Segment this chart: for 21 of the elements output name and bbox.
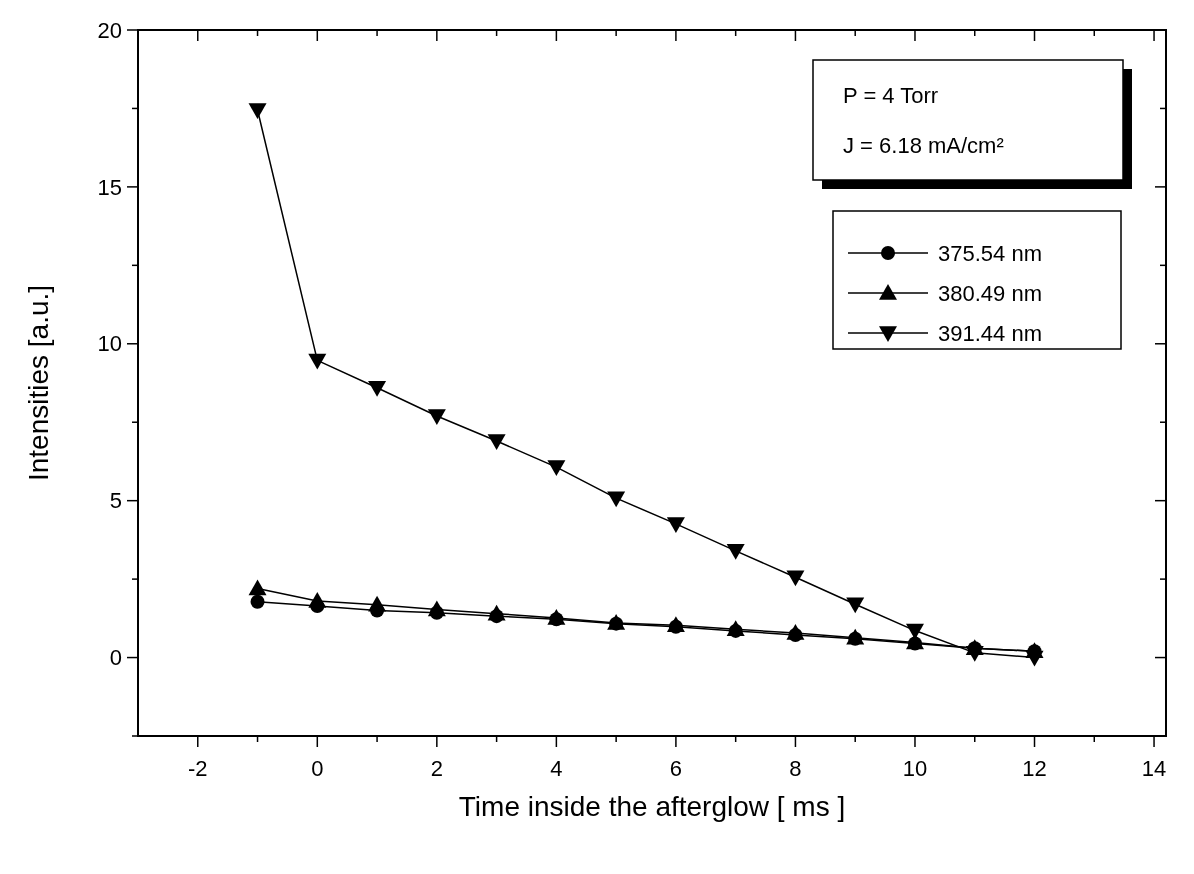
x-tick-label: 14 — [1141, 756, 1167, 781]
x-tick-label: -2 — [187, 756, 208, 781]
x-tick-label: 8 — [789, 756, 802, 781]
x-tick-label: 2 — [430, 756, 443, 781]
x-tick-label: 10 — [902, 756, 928, 781]
x-tick-label: 0 — [311, 756, 324, 781]
y-tick-label: 10 — [97, 331, 122, 357]
y-axis-title: Intensities [a.u.] — [23, 284, 54, 482]
x-tick-label: 6 — [669, 756, 683, 781]
y-tick-label: 5 — [109, 488, 122, 514]
x-axis-title: Time inside the afterglow [ ms ] — [458, 791, 846, 822]
y-tick-label: 0 — [109, 645, 122, 671]
y-tick-label: 15 — [97, 174, 122, 200]
y-tick-label: 20 — [97, 17, 122, 43]
annotation: J = 6.18 mA/cm² — [843, 133, 1004, 158]
x-tick-label: 12 — [1022, 756, 1047, 781]
legend-label: 391.44 nm — [938, 320, 1042, 346]
legend-label: 380.49 nm — [938, 280, 1042, 306]
x-tick-label: 4 — [550, 756, 563, 781]
legend-label: 375.54 nm — [938, 240, 1042, 266]
annotation: P = 4 Torr — [843, 83, 939, 108]
